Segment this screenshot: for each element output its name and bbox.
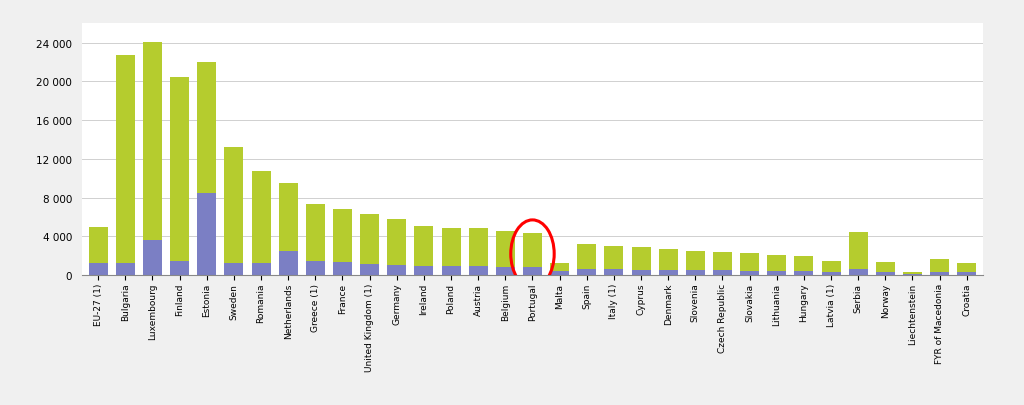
Bar xyxy=(930,273,949,275)
Bar xyxy=(224,148,244,264)
Bar xyxy=(224,264,244,275)
Bar xyxy=(306,205,325,261)
Bar xyxy=(740,271,759,275)
Bar xyxy=(333,263,352,275)
Bar xyxy=(876,262,895,272)
Bar xyxy=(957,264,976,273)
Bar xyxy=(876,272,895,275)
Bar xyxy=(767,255,786,271)
Bar xyxy=(143,241,162,275)
Bar xyxy=(496,231,515,268)
Bar xyxy=(469,228,487,267)
Bar xyxy=(767,271,786,275)
Bar xyxy=(632,270,650,275)
Bar xyxy=(523,268,542,275)
Bar xyxy=(387,266,407,275)
Bar xyxy=(252,172,270,264)
Bar xyxy=(632,248,650,270)
Bar xyxy=(957,273,976,275)
Bar xyxy=(441,267,461,275)
Bar xyxy=(604,246,624,270)
Bar xyxy=(116,264,135,275)
Bar xyxy=(170,261,189,275)
Bar xyxy=(658,271,678,275)
Bar xyxy=(279,183,298,251)
Bar xyxy=(740,254,759,271)
Bar xyxy=(849,270,867,275)
Bar xyxy=(821,273,841,275)
Bar xyxy=(550,271,569,275)
Bar xyxy=(198,63,216,193)
Bar xyxy=(89,227,108,264)
Bar xyxy=(116,56,135,264)
Bar xyxy=(604,270,624,275)
Bar xyxy=(795,256,813,271)
Bar xyxy=(469,267,487,275)
Bar xyxy=(550,264,569,271)
Bar xyxy=(578,245,596,270)
Bar xyxy=(686,271,705,275)
Bar xyxy=(658,249,678,271)
Bar xyxy=(849,233,867,270)
Bar xyxy=(360,215,379,265)
Bar xyxy=(713,252,732,271)
Bar xyxy=(89,264,108,275)
Bar xyxy=(578,270,596,275)
Bar xyxy=(821,261,841,273)
Bar xyxy=(198,193,216,275)
Bar xyxy=(415,267,433,275)
Bar xyxy=(441,228,461,267)
Bar xyxy=(496,268,515,275)
Bar xyxy=(415,226,433,267)
Bar xyxy=(387,220,407,266)
Bar xyxy=(252,264,270,275)
Bar xyxy=(713,271,732,275)
Bar xyxy=(795,271,813,275)
Bar xyxy=(903,273,922,275)
Bar xyxy=(523,234,542,268)
Bar xyxy=(360,265,379,275)
Bar xyxy=(279,251,298,275)
Bar xyxy=(306,261,325,275)
Bar xyxy=(930,259,949,273)
Bar xyxy=(686,251,705,271)
Bar xyxy=(333,210,352,263)
Bar xyxy=(170,77,189,261)
Bar xyxy=(143,43,162,241)
